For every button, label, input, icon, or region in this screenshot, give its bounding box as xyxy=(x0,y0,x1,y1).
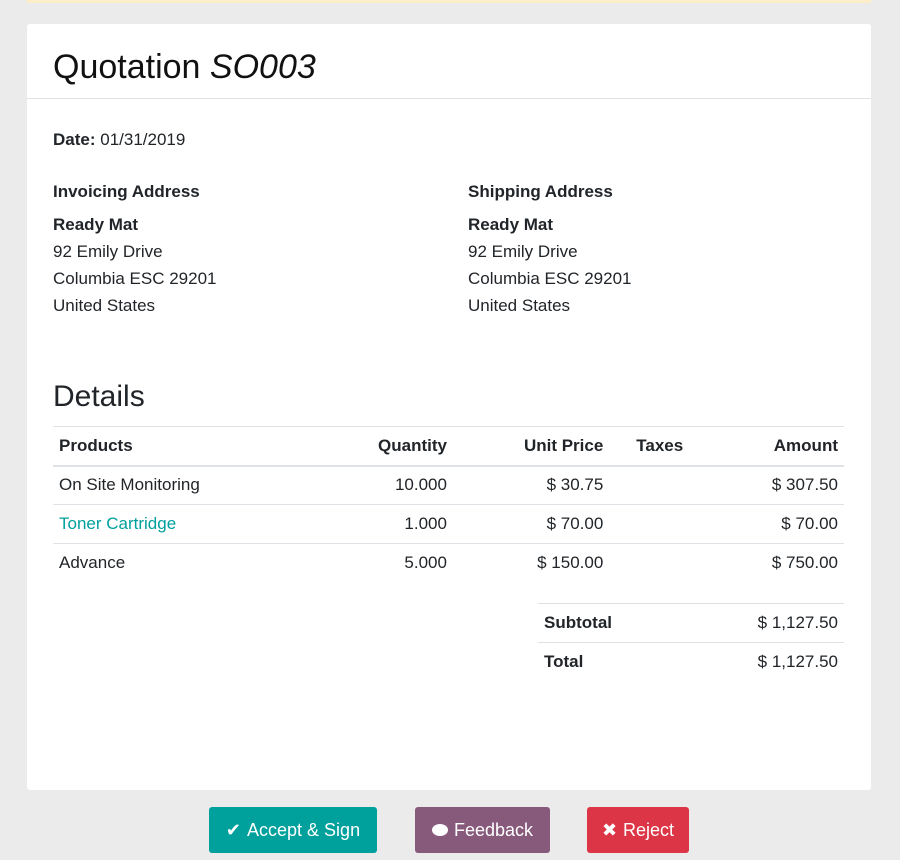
shipping-address: Shipping Address Ready Mat 92 Emily Driv… xyxy=(468,182,632,315)
col-amount: Amount xyxy=(710,426,844,467)
totals-table: Subtotal $ 1,127.50 Total $ 1,127.50 xyxy=(538,603,844,682)
col-unit-price: Unit Price xyxy=(452,426,610,467)
items-table: Products Quantity Unit Price Taxes Amoun… xyxy=(53,426,844,583)
table-row: On Site Monitoring 10.000 $ 30.75 $ 307.50 xyxy=(53,465,844,505)
notification-bar xyxy=(27,0,871,3)
date: Date: 01/31/2019 xyxy=(53,130,186,149)
comment-icon xyxy=(431,824,448,836)
check-icon: ✔ xyxy=(225,819,242,840)
invoicing-address: Invoicing Address Ready Mat 92 Emily Dri… xyxy=(53,182,217,315)
table-row: Advance 5.000 $ 150.00 $ 750.00 xyxy=(53,543,844,583)
product-link[interactable]: Toner Cartridge xyxy=(53,504,315,544)
table-row: Toner Cartridge 1.000 $ 70.00 $ 70.00 xyxy=(53,504,844,544)
divider xyxy=(27,98,871,99)
col-products: Products xyxy=(53,426,315,467)
quotation-number: SO003 xyxy=(209,48,316,86)
reject-button[interactable]: ✖ Reject xyxy=(587,807,689,853)
col-taxes: Taxes xyxy=(609,426,711,467)
total-row: Total $ 1,127.50 xyxy=(538,642,844,682)
close-icon: ✖ xyxy=(601,819,618,840)
quotation-card: Quotation SO003 Date: 01/31/2019 Invoici… xyxy=(27,24,871,790)
col-quantity: Quantity xyxy=(314,426,453,467)
details-heading: Details xyxy=(53,380,145,413)
page-title: Quotation SO003 xyxy=(53,48,316,86)
accept-sign-button[interactable]: ✔ Accept & Sign xyxy=(209,807,377,853)
feedback-button[interactable]: Feedback xyxy=(415,807,550,853)
subtotal-row: Subtotal $ 1,127.50 xyxy=(538,603,844,643)
